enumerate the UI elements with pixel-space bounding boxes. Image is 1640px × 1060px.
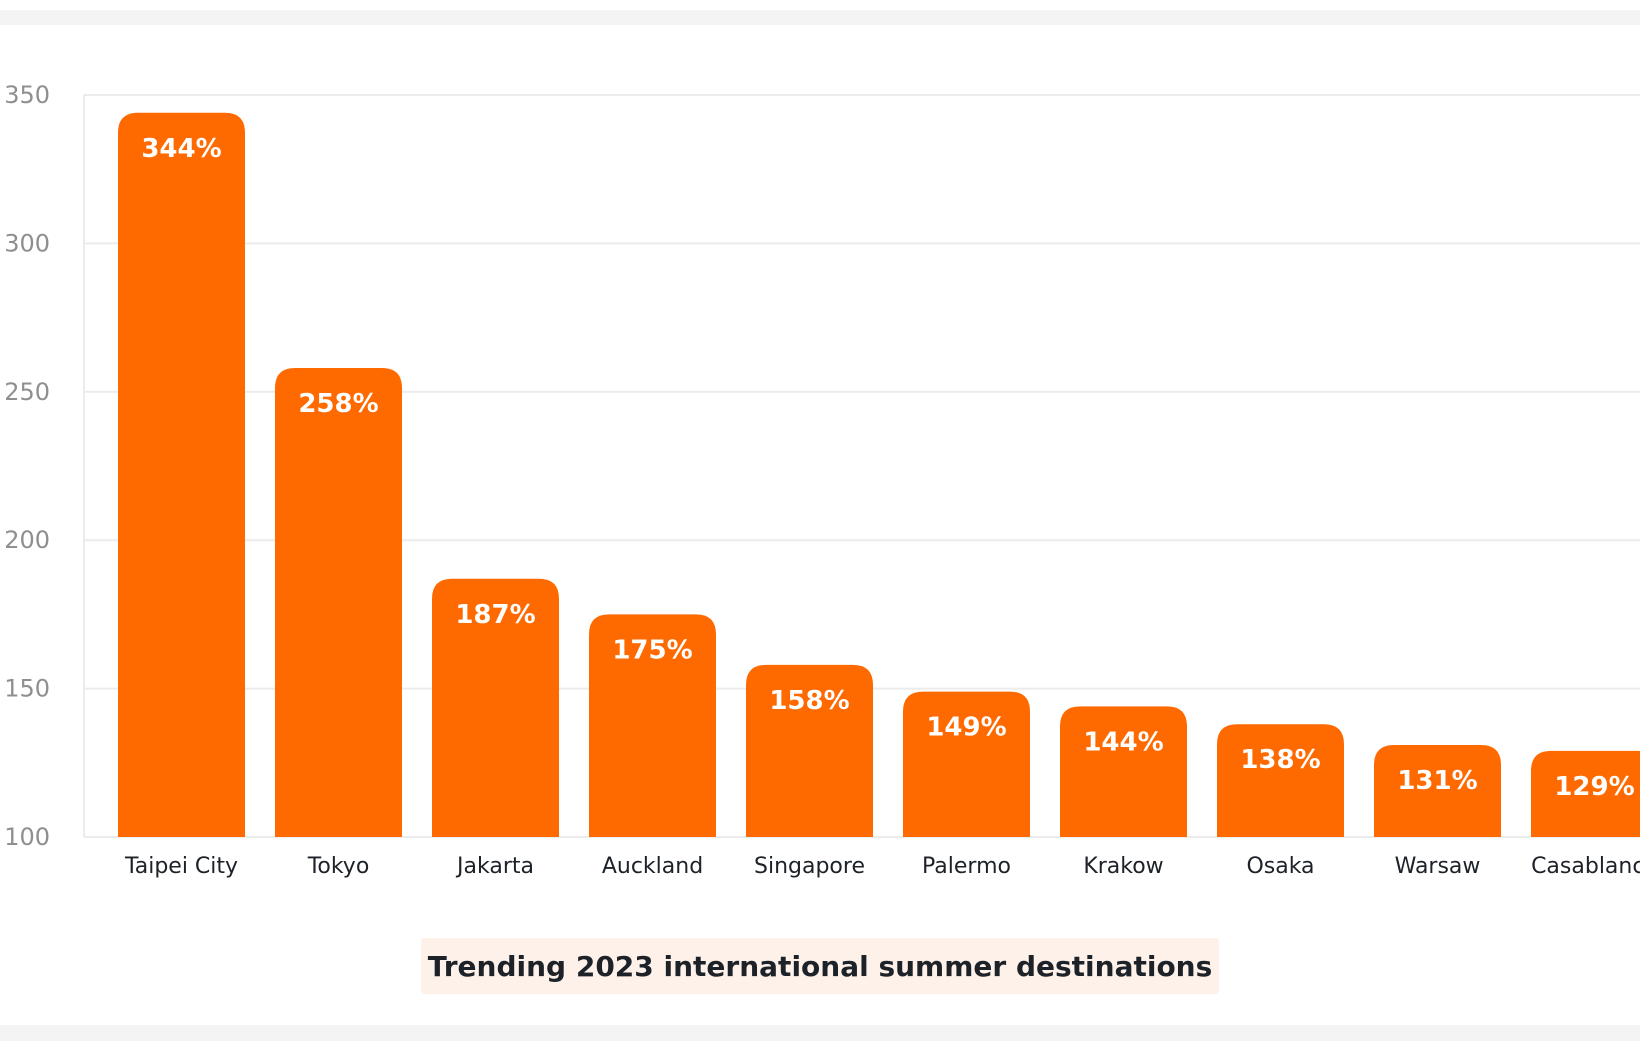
y-tick-label: 350 bbox=[4, 81, 50, 109]
y-tick-label: 300 bbox=[4, 229, 50, 257]
data-label: 258% bbox=[298, 389, 378, 419]
y-tick-label: 250 bbox=[4, 378, 50, 406]
chart-title: Trending 2023 international summer desti… bbox=[421, 938, 1219, 994]
bar bbox=[275, 368, 402, 837]
data-label: 149% bbox=[926, 713, 1006, 743]
y-tick-label: 200 bbox=[4, 526, 50, 554]
bar bbox=[1374, 744, 1501, 837]
data-label: 131% bbox=[1397, 766, 1477, 796]
data-label: 158% bbox=[769, 686, 849, 716]
data-label: 129% bbox=[1554, 772, 1634, 802]
data-label: 187% bbox=[455, 600, 535, 630]
bar bbox=[118, 112, 245, 838]
top-border-band bbox=[0, 10, 1640, 25]
data-label: 138% bbox=[1240, 745, 1320, 775]
bar bbox=[432, 578, 559, 837]
x-tick-label: Singapore bbox=[754, 854, 865, 879]
x-tick-label: Tokyo bbox=[307, 854, 370, 879]
y-tick-label: 100 bbox=[4, 823, 50, 851]
data-label: 344% bbox=[141, 134, 221, 164]
data-label: 144% bbox=[1083, 727, 1163, 757]
x-tick-label: Taipei City bbox=[124, 854, 238, 879]
y-tick-label: 150 bbox=[4, 675, 50, 703]
x-tick-label: Casablanca bbox=[1531, 854, 1640, 879]
bar bbox=[1217, 724, 1344, 837]
bar bbox=[1531, 750, 1640, 837]
bottom-border-band bbox=[0, 1025, 1640, 1041]
bar bbox=[1060, 706, 1187, 837]
x-tick-label: Palermo bbox=[922, 854, 1011, 879]
x-tick-label: Osaka bbox=[1246, 854, 1314, 879]
x-tick-label: Jakarta bbox=[455, 854, 534, 879]
bar bbox=[903, 691, 1030, 837]
bar bbox=[746, 664, 873, 837]
bar bbox=[589, 614, 716, 837]
data-label: 175% bbox=[612, 635, 692, 665]
x-tick-label: Auckland bbox=[602, 854, 703, 879]
x-tick-label: Krakow bbox=[1083, 854, 1163, 879]
x-tick-label: Warsaw bbox=[1395, 854, 1481, 879]
